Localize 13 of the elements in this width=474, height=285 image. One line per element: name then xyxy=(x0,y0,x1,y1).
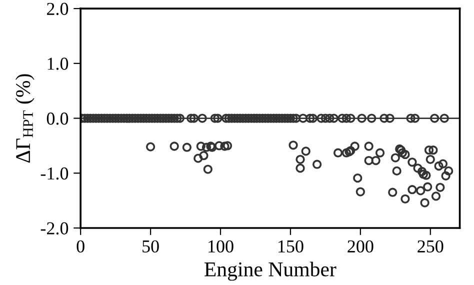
y-tick-label: -1.0 xyxy=(40,167,68,180)
x-tick-label: 100 xyxy=(208,240,234,253)
y-tick-label: 1.0 xyxy=(48,58,68,70)
x-tick-label: 50 xyxy=(142,240,159,253)
y-tick-label: 0.0 xyxy=(46,112,68,125)
y-tick-label: 2.0 xyxy=(47,2,68,16)
x-axis-title: Engine Number xyxy=(204,262,336,281)
y-axis-title: ΔΓ$_{HPT}$ (%) xyxy=(15,74,34,163)
y-tick-label: -2.0 xyxy=(40,222,68,235)
x-tick-label: 150 xyxy=(278,240,304,253)
x-tick-label: 200 xyxy=(348,240,374,253)
x-tick-label: 250 xyxy=(418,240,444,253)
x-tick-label: 0 xyxy=(76,240,84,253)
